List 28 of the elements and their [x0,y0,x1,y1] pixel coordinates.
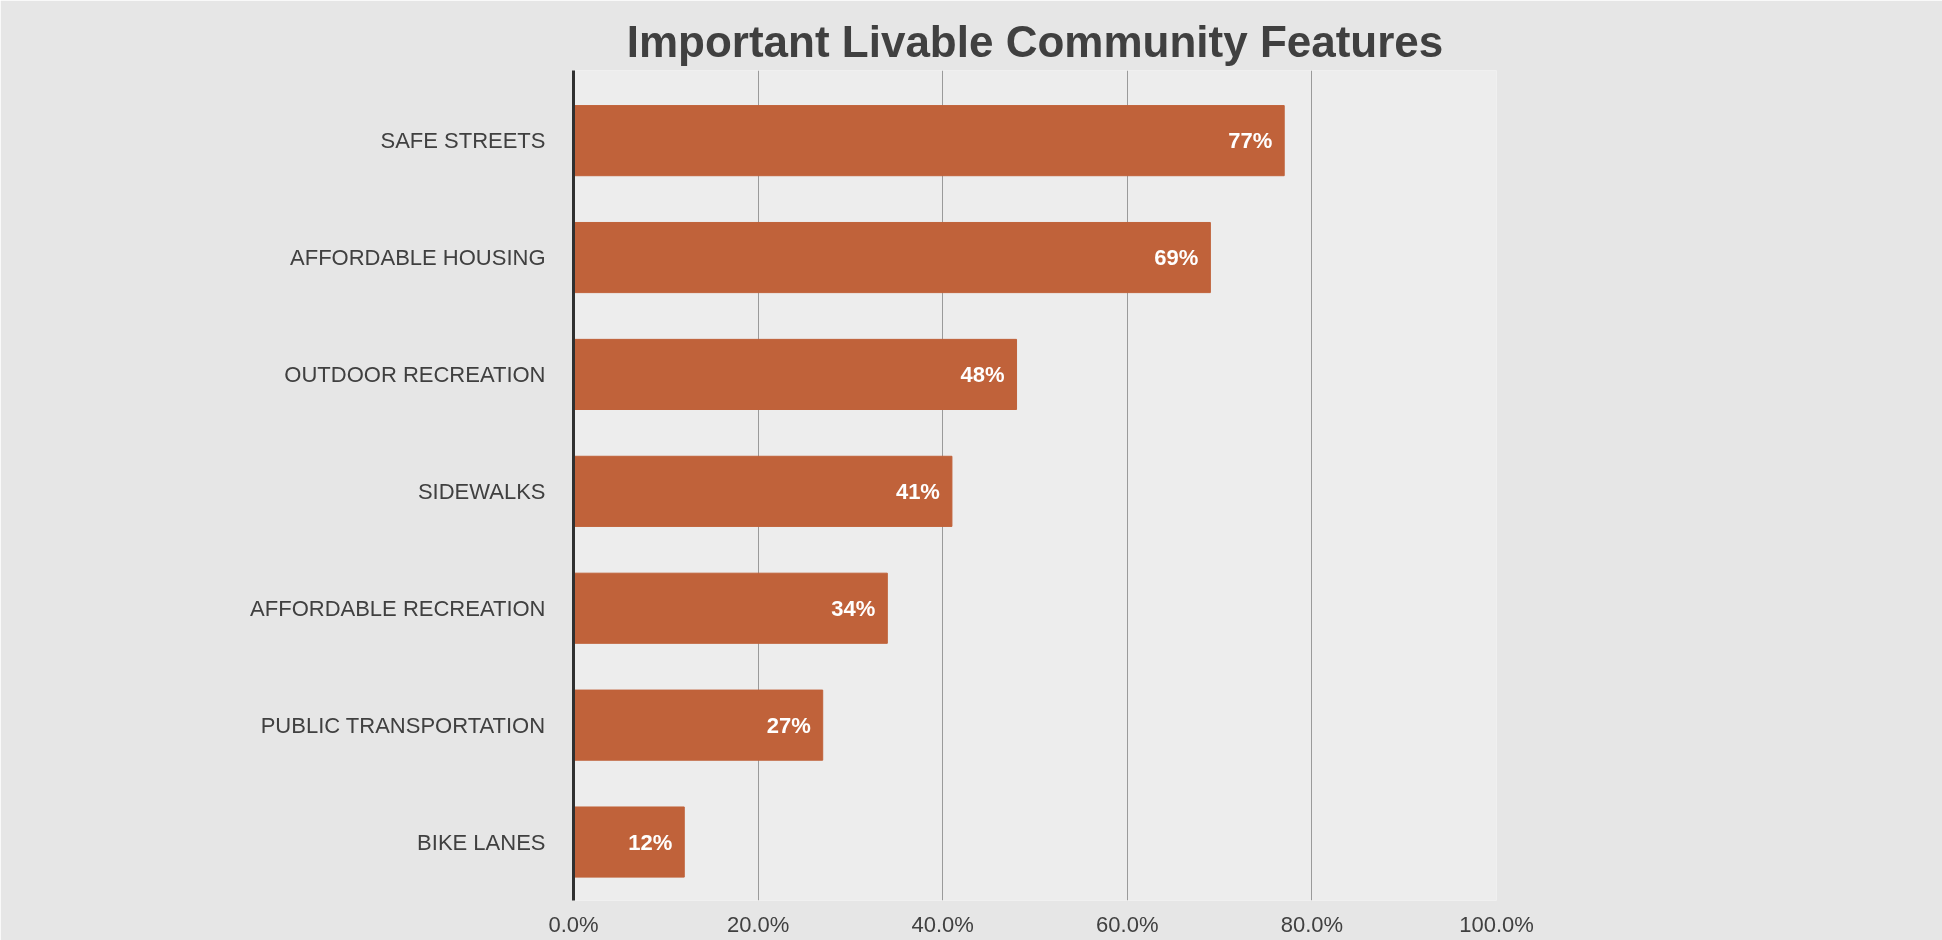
y-tick-label: AFFORDABLE RECREATION [250,595,546,621]
data-label: 48% [960,361,1005,387]
data-label: 27% [766,712,811,738]
y-tick-label: AFFORDABLE HOUSING [290,245,546,271]
data-label: 77% [1228,128,1273,154]
bar [573,455,953,527]
bar [573,221,1211,294]
y-tick-label: PUBLIC TRANSPORTATION [260,712,546,738]
bar [573,806,685,878]
x-tick-label: 0.0% [548,911,599,937]
data-label: 41% [895,478,940,504]
bar [573,338,1018,411]
bar [573,572,888,644]
chart-title: Important Livable Community Features [626,16,1444,66]
data-label: 12% [628,829,673,855]
bar [573,105,1285,177]
y-tick-label: OUTDOOR RECREATION [284,361,546,387]
x-tick-label: 20.0% [726,911,790,937]
y-tick-label: BIKE LANES [417,829,546,855]
y-tick-label: SAFE STREETS [380,128,546,154]
bar [573,689,824,761]
x-tick-label: 80.0% [1280,911,1344,937]
x-tick-label: 100.0% [1459,911,1534,937]
data-label: 69% [1154,245,1199,271]
y-tick-label: SIDEWALKS [417,478,546,504]
x-tick-label: 40.0% [911,911,974,937]
x-tick-label: 60.0% [1096,911,1159,937]
data-label: 34% [831,595,876,621]
